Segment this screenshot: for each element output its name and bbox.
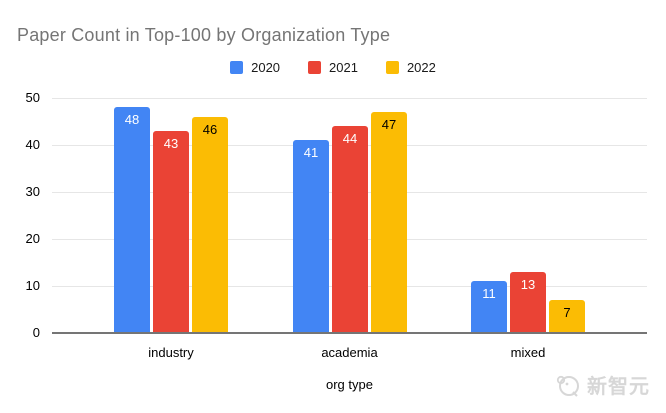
x-category-label: industry: [148, 345, 194, 360]
bar-value-label: 13: [520, 277, 536, 292]
chart-title: Paper Count in Top-100 by Organization T…: [17, 25, 391, 45]
xinzhiyuan-logo-icon: [556, 375, 579, 397]
bar-2020-industry: 48: [114, 107, 150, 333]
legend-swatch-icon: [230, 61, 244, 74]
x-category-label: academia: [321, 345, 378, 360]
legend-label: 2020: [251, 60, 281, 75]
y-tick-label: 10: [25, 278, 40, 293]
watermark-text: 新智元: [587, 376, 650, 398]
bar-2021-mixed: 13: [510, 272, 546, 333]
y-tick-label: 30: [25, 184, 40, 199]
bar-2022-academia: 47: [371, 112, 407, 333]
legend-swatch-icon: [385, 61, 399, 74]
gridline: [52, 98, 647, 99]
bar-2022-industry: 46: [192, 117, 228, 333]
legend: 2020 2021 2022: [0, 60, 666, 75]
legend-item-2020: 2020: [230, 60, 280, 75]
bar-2021-academia: 44: [332, 126, 368, 333]
bar-value-label: 44: [342, 131, 358, 146]
bar-value-label: 11: [482, 286, 496, 301]
legend-label: 2022: [406, 60, 436, 75]
y-tick-label: 40: [25, 137, 40, 152]
y-tick-label: 50: [25, 90, 40, 105]
y-tick-label: 0: [32, 325, 40, 340]
bar-value-label: 43: [163, 136, 179, 151]
bar-2021-industry: 43: [153, 131, 189, 333]
x-axis-line: [52, 332, 647, 334]
x-category-label: mixed: [510, 345, 546, 360]
bar-value-label: 7: [563, 305, 571, 320]
bar-value-label: 41: [303, 145, 319, 160]
bar-2020-academia: 41: [293, 140, 329, 333]
bar-value-label: 47: [381, 117, 397, 132]
y-tick-label: 20: [25, 231, 40, 246]
legend-swatch-icon: [308, 61, 322, 74]
watermark: 新智元: [555, 370, 650, 399]
legend-item-2022: 2022: [385, 60, 436, 75]
legend-label: 2021: [329, 60, 358, 75]
bar-2020-mixed: 11: [471, 281, 507, 333]
bar-value-label: 48: [124, 112, 140, 127]
x-axis-title: org type: [326, 377, 373, 392]
bar-2022-mixed: 7: [549, 300, 585, 333]
bar-value-label: 46: [202, 122, 218, 137]
legend-item-2021: 2021: [308, 60, 358, 75]
